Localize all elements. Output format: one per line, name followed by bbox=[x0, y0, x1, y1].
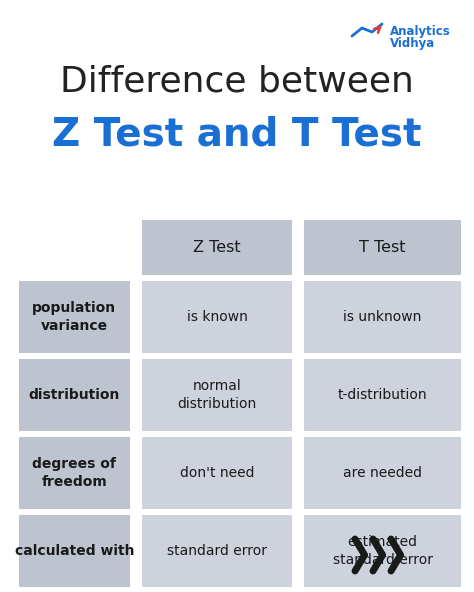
Text: distribution: distribution bbox=[29, 388, 120, 402]
Text: population
variance: population variance bbox=[32, 301, 117, 333]
Bar bbox=[19, 359, 130, 431]
Bar bbox=[19, 281, 130, 353]
Bar bbox=[142, 220, 292, 275]
Text: Difference between: Difference between bbox=[60, 65, 414, 99]
Text: estimated
standard error: estimated standard error bbox=[333, 535, 432, 568]
Text: Analytics: Analytics bbox=[390, 25, 451, 38]
Text: don't need: don't need bbox=[180, 466, 254, 480]
Text: is unknown: is unknown bbox=[343, 310, 422, 324]
Bar bbox=[304, 220, 461, 275]
Bar bbox=[142, 281, 292, 353]
Text: is known: is known bbox=[187, 310, 247, 324]
Text: Z Test: Z Test bbox=[193, 240, 241, 255]
Text: normal
distribution: normal distribution bbox=[177, 378, 256, 411]
Text: are needed: are needed bbox=[343, 466, 422, 480]
Bar bbox=[304, 359, 461, 431]
Bar bbox=[304, 437, 461, 509]
Text: calculated with: calculated with bbox=[15, 544, 134, 558]
Text: degrees of
freedom: degrees of freedom bbox=[32, 456, 116, 490]
Bar bbox=[19, 220, 130, 275]
Bar bbox=[142, 515, 292, 587]
Bar bbox=[19, 437, 130, 509]
Text: T Test: T Test bbox=[359, 240, 406, 255]
Bar bbox=[304, 515, 461, 587]
Bar bbox=[142, 437, 292, 509]
Bar bbox=[304, 281, 461, 353]
Text: t-distribution: t-distribution bbox=[337, 388, 428, 402]
Text: Vidhya: Vidhya bbox=[390, 37, 435, 50]
Text: Z Test and T Test: Z Test and T Test bbox=[52, 116, 422, 154]
Bar bbox=[142, 359, 292, 431]
Bar bbox=[19, 515, 130, 587]
Text: standard error: standard error bbox=[167, 544, 267, 558]
